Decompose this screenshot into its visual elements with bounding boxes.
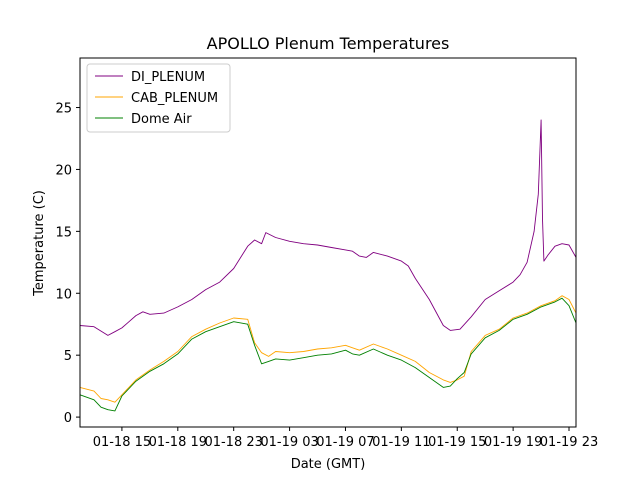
legend-label-cab-plenum: CAB_PLENUM (131, 91, 218, 106)
x-axis-label: Date (GMT) (291, 457, 366, 472)
x-tick-label: 01-19 03 (260, 435, 318, 450)
series-layer (79, 119, 577, 412)
x-tick-label: 01-19 23 (540, 435, 598, 450)
x-tick-label: 01-19 15 (428, 435, 486, 450)
x-tick-label: 01-18 15 (93, 435, 151, 450)
legend-label-dome-air: Dome Air (131, 112, 192, 127)
plot-area-frame (79, 57, 577, 428)
x-tick-label: 01-18 19 (149, 435, 207, 450)
x-tick-label: 01-19 19 (484, 435, 542, 450)
y-axis-label: Temperature (C) (32, 190, 47, 297)
x-tick-label: 01-19 11 (372, 435, 430, 450)
y-tick-label: 5 (64, 349, 72, 364)
legend-box (86, 63, 231, 133)
y-tick-label: 20 (55, 163, 72, 178)
y-tick-label: 25 (55, 102, 72, 117)
series-line-cab-plenum (79, 295, 577, 403)
legend: DI_PLENUM CAB_PLENUM Dome Air (86, 63, 231, 133)
y-tick-label: 15 (55, 225, 72, 240)
x-tick-label: 01-19 07 (316, 435, 374, 450)
series-line-di-plenum (79, 119, 577, 336)
chart-title: APOLLO Plenum Temperatures (207, 34, 450, 53)
legend-label-di-plenum: DI_PLENUM (131, 70, 205, 85)
y-tick-label: 10 (55, 287, 72, 302)
series-line-dome-air (79, 297, 577, 412)
x-tick-label: 01-18 23 (204, 435, 262, 450)
y-tick-label: 0 (64, 411, 72, 426)
